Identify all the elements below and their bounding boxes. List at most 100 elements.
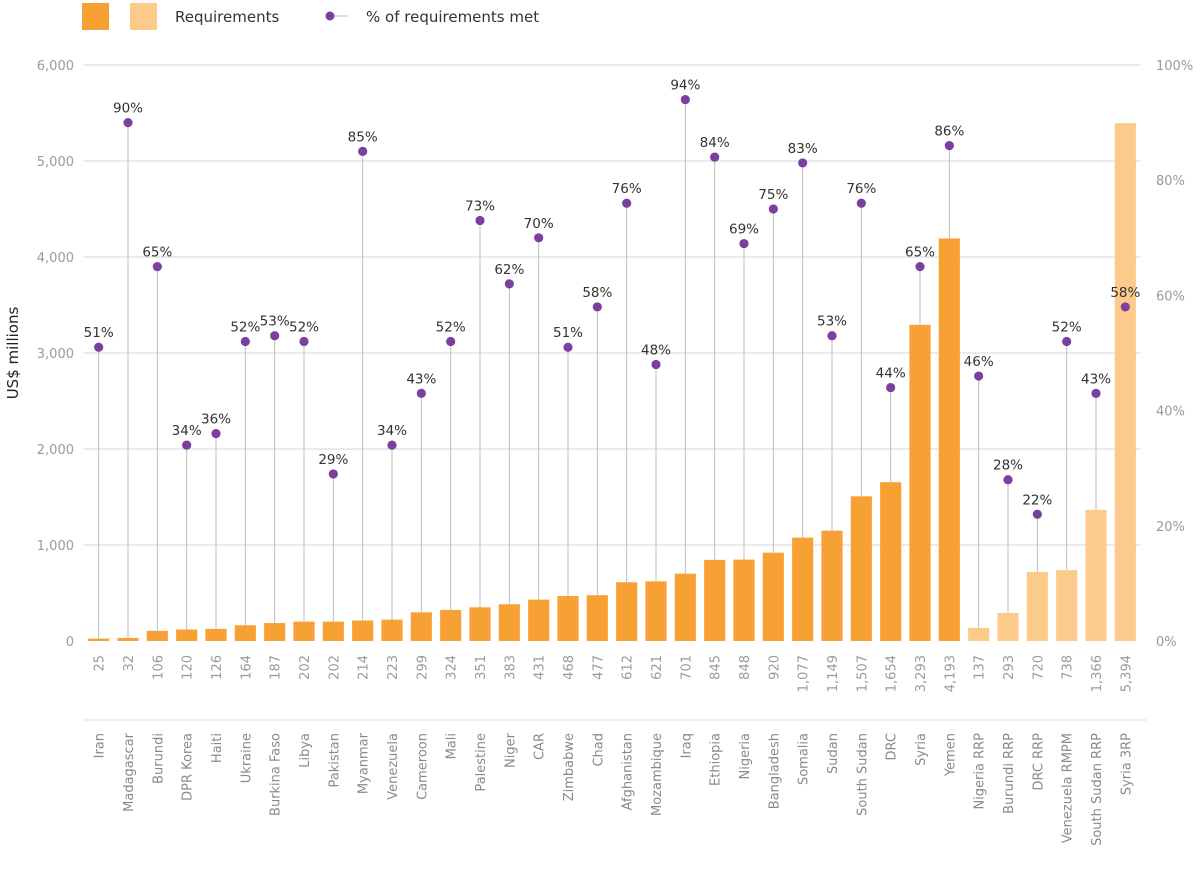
value-label: 202: [327, 655, 342, 680]
category-label: Yemen: [943, 733, 958, 777]
pct-dot: [299, 336, 309, 347]
pct-label: 51%: [84, 325, 114, 341]
category-label: Ethiopia: [709, 733, 724, 786]
pct-label: 28%: [993, 458, 1023, 474]
pct-dot: [680, 94, 690, 105]
bar: [616, 582, 638, 641]
pct-label: 58%: [582, 285, 612, 301]
value-label: 351: [474, 655, 489, 680]
bar: [733, 559, 755, 641]
pct-dot: [504, 279, 514, 289]
value-label: 621: [650, 655, 665, 680]
pct-label: 44%: [876, 366, 906, 382]
legend-label-pct: % of requirements met: [366, 8, 539, 26]
pct-dot: [1120, 302, 1130, 312]
y2-tick-label: 80%: [1156, 174, 1185, 189]
pct-label: 73%: [465, 199, 495, 215]
category-label: Ukraine: [239, 733, 254, 783]
pct-label: 76%: [612, 181, 642, 197]
bar: [1056, 570, 1078, 641]
bar: [645, 581, 667, 641]
legend: Requirements % of requirements met: [82, 3, 539, 30]
category-label: Libya: [298, 733, 313, 768]
pct-dot: [123, 118, 133, 128]
category-label: DPR Korea: [181, 733, 196, 801]
category-label: Madagascar: [122, 732, 137, 812]
category-labels: Iran Madagascar Burundi DPR Korea Haiti Ukrai…: [93, 732, 1135, 846]
bar: [704, 559, 726, 641]
pct-label: 83%: [788, 141, 818, 157]
pct-dot: [915, 262, 925, 272]
pct-dot: [240, 336, 250, 347]
pct-dot: [622, 198, 632, 208]
y2-tick-label: 60%: [1156, 289, 1185, 304]
pct-dot: [856, 198, 866, 208]
pct-label: 62%: [494, 262, 524, 278]
category-label: Sudan: [826, 733, 841, 774]
value-label: 477: [591, 655, 606, 680]
legend-label-requirements: Requirements: [175, 8, 279, 26]
value-label: 187: [269, 655, 284, 680]
value-label: 25: [93, 655, 108, 672]
pct-label: 34%: [172, 423, 202, 439]
pct-dot: [974, 371, 984, 381]
category-label: Zimbabwe: [562, 733, 577, 801]
pct-dot: [1032, 509, 1042, 519]
category-label: Iran: [93, 733, 108, 758]
bar: [498, 604, 520, 641]
value-label: 126: [210, 655, 225, 680]
pct-label: 75%: [758, 187, 788, 203]
pct-dot: [739, 238, 749, 249]
bar: [88, 638, 110, 641]
pct-dot: [328, 469, 338, 479]
pct-dot: [94, 342, 104, 352]
value-label: 3,293: [914, 655, 929, 692]
value-label: 214: [357, 655, 372, 680]
pct-label: 94%: [670, 78, 700, 94]
value-label: 848: [738, 655, 753, 680]
pct-dot: [358, 146, 368, 156]
pct-dot: [270, 331, 280, 341]
value-label: 293: [1002, 655, 1017, 680]
pct-label: 58%: [1110, 285, 1140, 301]
value-label: 1,654: [885, 655, 900, 692]
category-label: DRC RRP: [1031, 733, 1046, 791]
pct-dot: [768, 204, 778, 214]
category-label: Bangladesh: [767, 733, 782, 809]
pct-label: 90%: [113, 101, 143, 117]
y-tick-label: 0: [66, 635, 74, 650]
legend-dot-pct: [325, 11, 335, 21]
y-tick-label: 2,000: [37, 443, 74, 458]
pct-label: 85%: [348, 129, 378, 145]
y2-tick-label: 100%: [1156, 59, 1193, 74]
y-tick-label: 6,000: [37, 59, 74, 74]
bar: [352, 620, 374, 641]
y2-tick-label: 0%: [1156, 635, 1177, 650]
pct-dot: [651, 359, 661, 370]
y-axis-title: US$ millions: [4, 307, 22, 400]
category-label: Chad: [591, 733, 606, 767]
category-label: Iraq: [679, 733, 694, 758]
value-label: 120: [181, 655, 196, 680]
category-label: Pakistan: [327, 733, 342, 787]
category-label: Burkina Faso: [269, 733, 284, 816]
bar: [938, 238, 960, 642]
pct-label: 29%: [318, 452, 348, 468]
pct-dot: [211, 429, 221, 439]
category-label: South Sudan RRP: [1090, 733, 1105, 846]
pct-dot: [475, 215, 485, 226]
category-label: Burundi: [151, 733, 166, 784]
pct-label: 52%: [289, 319, 319, 335]
bar: [968, 627, 990, 641]
category-label: Afghanistan: [621, 733, 636, 810]
value-label: 137: [973, 655, 988, 680]
category-label: Burundi RRP: [1002, 733, 1017, 814]
pct-label: 53%: [817, 314, 847, 330]
legend-swatch-requirements: [82, 3, 109, 30]
pct-dot: [592, 302, 602, 312]
value-label: 32: [122, 655, 137, 672]
value-label: 431: [533, 655, 548, 680]
pct-label: 51%: [553, 325, 583, 341]
value-label: 701: [679, 655, 694, 680]
